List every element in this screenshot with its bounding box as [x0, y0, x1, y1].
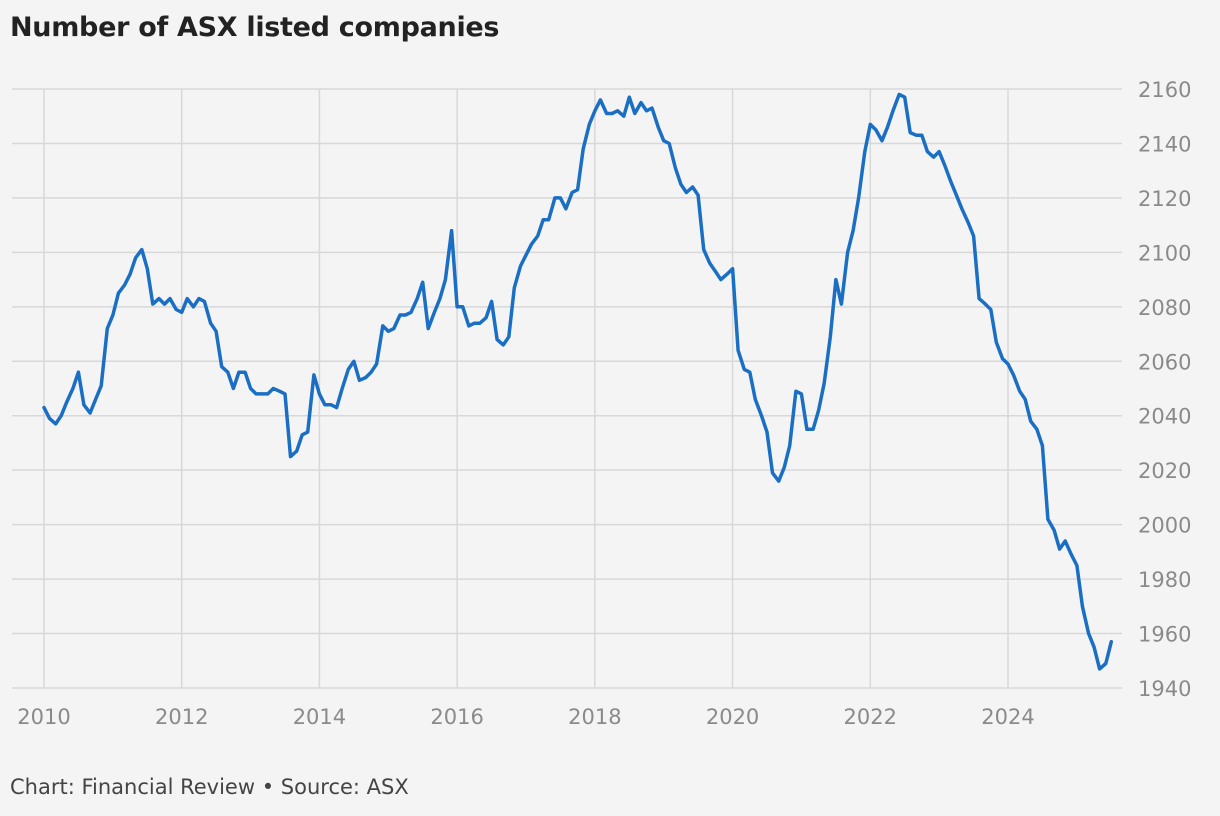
axis-ticks: 1940 1960 1980 2000 2020 2040 2060 2080 2100 2120…	[17, 78, 1191, 729]
chart-title: Number of ASX listed companies	[10, 12, 500, 43]
x-tick-label: 2010	[17, 705, 70, 729]
x-tick-label: 2022	[844, 705, 897, 729]
x-tick-label: 2024	[981, 705, 1034, 729]
y-tick-label: 2060	[1138, 350, 1191, 374]
credit-text: Chart: Financial Review	[10, 775, 256, 799]
y-tick-label: 1940	[1138, 677, 1191, 701]
series-layer	[42, 92, 1114, 671]
x-tick-label: 2016	[430, 705, 483, 729]
x-tick-label: 2012	[155, 705, 208, 729]
gridlines	[12, 88, 1122, 689]
series-line	[42, 92, 1114, 671]
source-text: Source: ASX	[280, 775, 409, 799]
x-tick-label: 2014	[293, 705, 346, 729]
y-tick-label: 2000	[1138, 514, 1191, 538]
y-tick-label: 2020	[1138, 459, 1191, 483]
y-tick-label: 1980	[1138, 568, 1191, 592]
y-tick-label: 2100	[1138, 241, 1191, 265]
footer-separator: •	[261, 775, 275, 799]
y-tick-label: 2120	[1138, 187, 1191, 211]
y-tick-label: 1960	[1138, 623, 1191, 647]
y-tick-label: 2160	[1138, 78, 1191, 102]
y-tick-label: 2080	[1138, 296, 1191, 320]
y-tick-label: 2140	[1138, 132, 1191, 156]
y-tick-label: 2040	[1138, 405, 1191, 429]
chart-footer: Chart: Financial Review • Source: ASX	[10, 775, 409, 799]
x-tick-label: 2018	[568, 705, 621, 729]
x-tick-label: 2020	[706, 705, 759, 729]
